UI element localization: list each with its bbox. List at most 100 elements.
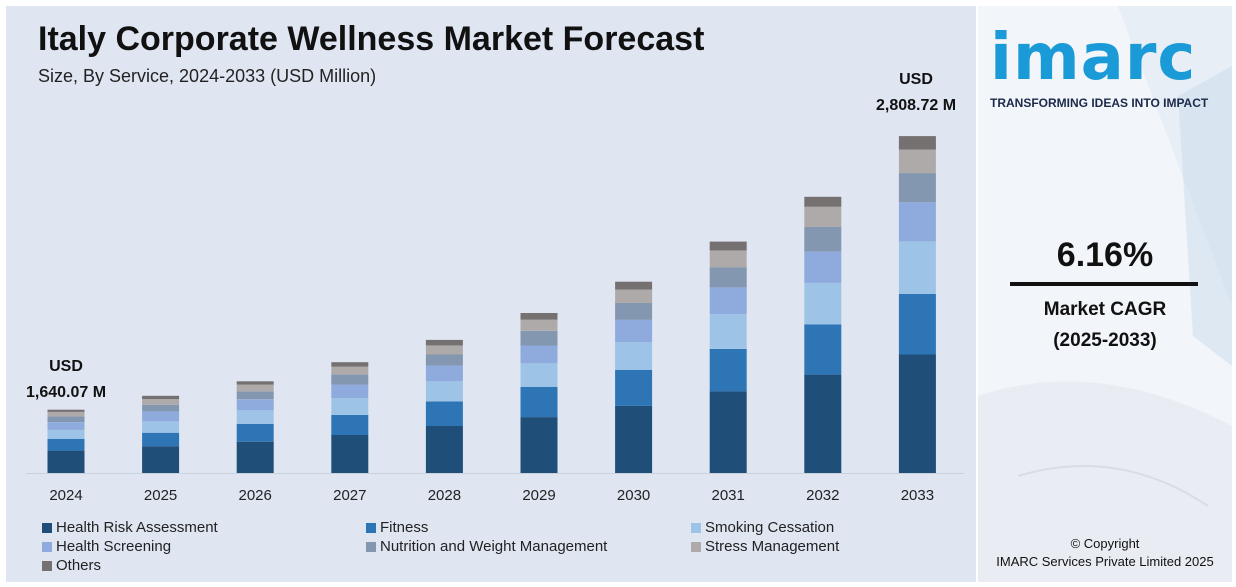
legend-item: Health Screening — [42, 538, 171, 555]
bar-segment-2031-series-5 — [709, 250, 747, 268]
bar-segment-2033-series-0 — [898, 354, 936, 473]
chart-title: Italy Corporate Wellness Market Forecast — [38, 20, 705, 58]
bar-segment-2027-series-2 — [331, 398, 369, 415]
legend-item: Smoking Cessation — [691, 519, 834, 536]
x-tick-label: 2033 — [901, 487, 934, 504]
bar-segment-2033-series-3 — [898, 202, 936, 242]
legend-label: Others — [56, 557, 102, 574]
legend-item: Fitness — [366, 519, 428, 536]
legend-swatch — [42, 522, 52, 533]
bar-segment-2029-series-5 — [520, 319, 558, 331]
start-total-value: 1,640.07 M — [25, 384, 107, 401]
x-tick-label: 2030 — [617, 487, 650, 504]
bar-segment-2027-series-3 — [331, 384, 369, 399]
bar-segment-2030-series-5 — [615, 289, 653, 303]
imarc-logo: imarc TRANSFORMING IDEAS INTO IMPACT — [990, 26, 1222, 110]
stacked-bar-chart: 2024 2025 2026 2027 2028 2029 2030 2031 2032 2033 — [26, 136, 964, 504]
decorative-background — [978, 6, 1232, 582]
bar-segment-2025-series-6 — [142, 395, 180, 400]
bar-segment-2024-series-5 — [47, 411, 85, 417]
start-total-currency: USD — [49, 358, 83, 375]
legend-swatch — [42, 541, 52, 552]
legend-swatch — [366, 541, 376, 552]
bar-segment-2029-series-3 — [520, 345, 558, 364]
bar-segment-2028-series-6 — [425, 339, 463, 346]
cagr-period: (2025-2033) — [1053, 330, 1157, 351]
x-tick-label: 2024 — [49, 487, 82, 504]
bar-segment-2028-series-3 — [425, 365, 463, 382]
bar-segment-2031-series-3 — [709, 287, 747, 315]
x-tick-label: 2026 — [239, 487, 272, 504]
bar-segment-2029-series-2 — [520, 363, 558, 387]
bar-segment-2027-series-4 — [331, 374, 369, 385]
bar-segment-2031-series-2 — [709, 314, 747, 349]
bar-segment-2024-series-0 — [47, 450, 85, 473]
bar-segment-2029-series-1 — [520, 386, 558, 417]
bar-segment-2030-series-6 — [615, 281, 653, 290]
bar-stack-2030 — [615, 281, 653, 473]
bar-segment-2024-series-6 — [47, 409, 85, 412]
bar-stack-2029 — [520, 313, 558, 473]
bar-segment-2024-series-4 — [47, 416, 85, 422]
bar-segment-2027-series-6 — [331, 362, 369, 367]
x-tick-label: 2029 — [522, 487, 555, 504]
chart-panel: Italy Corporate Wellness Market Forecast… — [6, 6, 976, 582]
legend-item: Others — [42, 557, 101, 574]
bar-segment-2026-series-0 — [236, 441, 274, 473]
bar-segment-2029-series-6 — [520, 313, 558, 320]
end-total-value: 2,808.72 M — [875, 97, 957, 114]
bar-stack-2031 — [709, 241, 747, 473]
bar-segment-2032-series-5 — [804, 206, 842, 227]
bar-segment-2031-series-1 — [709, 348, 747, 392]
x-tick-label: 2025 — [144, 487, 177, 504]
bar-segment-2028-series-0 — [425, 426, 463, 473]
bar-segment-2032-series-1 — [804, 324, 842, 375]
bar-stack-2032 — [804, 196, 842, 473]
end-total-annotation: USD 2,808.72 M — [861, 67, 971, 119]
logo-wordmark: imarc — [990, 21, 1197, 95]
legend-label: Fitness — [380, 519, 429, 536]
bar-segment-2030-series-4 — [615, 303, 653, 320]
legend-item: Nutrition and Weight Management — [366, 538, 607, 555]
copyright-owner-line: IMARC Services Private Limited 2025 — [996, 554, 1214, 569]
bar-segment-2027-series-0 — [331, 434, 369, 473]
bar-segment-2033-series-4 — [898, 173, 936, 203]
bar-segment-2024-series-2 — [47, 429, 85, 439]
legend-label: Health Risk Assessment — [56, 519, 218, 536]
bar-segment-2029-series-4 — [520, 330, 558, 346]
bar-segment-2027-series-5 — [331, 366, 369, 375]
bar-stack-2033 — [898, 136, 936, 473]
bar-segment-2026-series-2 — [236, 410, 274, 424]
cagr-label: Market CAGR — [1043, 299, 1167, 320]
copyright-symbol-line: © Copyright — [1070, 536, 1140, 551]
cagr-value: 6.16% — [1056, 236, 1154, 274]
legend-label: Smoking Cessation — [705, 519, 835, 536]
bar-segment-2033-series-1 — [898, 294, 936, 355]
bar-segment-2032-series-4 — [804, 226, 842, 252]
bar-segment-2029-series-0 — [520, 417, 558, 473]
bar-stack-2026 — [236, 381, 274, 473]
legend-swatch — [691, 522, 701, 533]
bar-segment-2030-series-2 — [615, 342, 653, 370]
bar-segment-2032-series-6 — [804, 196, 842, 207]
legend-swatch — [42, 560, 52, 571]
x-tick-label: 2028 — [428, 487, 461, 504]
bar-segment-2028-series-5 — [425, 345, 463, 355]
bar-segment-2031-series-4 — [709, 267, 747, 288]
x-tick-label: 2032 — [806, 487, 839, 504]
bar-segment-2025-series-2 — [142, 421, 180, 433]
bar-segment-2026-series-3 — [236, 399, 274, 411]
start-total-annotation: USD 1,640.07 M — [16, 354, 116, 406]
bar-stack-2025 — [142, 395, 180, 473]
bar-segment-2027-series-1 — [331, 414, 369, 435]
bar-segment-2033-series-6 — [898, 136, 936, 150]
side-panel: imarc TRANSFORMING IDEAS INTO IMPACT 6.1… — [978, 6, 1232, 582]
bar-segment-2024-series-1 — [47, 438, 85, 451]
legend-label: Health Screening — [56, 538, 172, 555]
legend-item: Health Risk Assessment — [42, 519, 218, 536]
bar-stack-2028 — [425, 339, 463, 473]
bar-segment-2024-series-3 — [47, 422, 85, 430]
bar-segment-2028-series-4 — [425, 354, 463, 366]
bar-stack-2027 — [331, 362, 369, 473]
bar-segment-2026-series-6 — [236, 381, 274, 385]
